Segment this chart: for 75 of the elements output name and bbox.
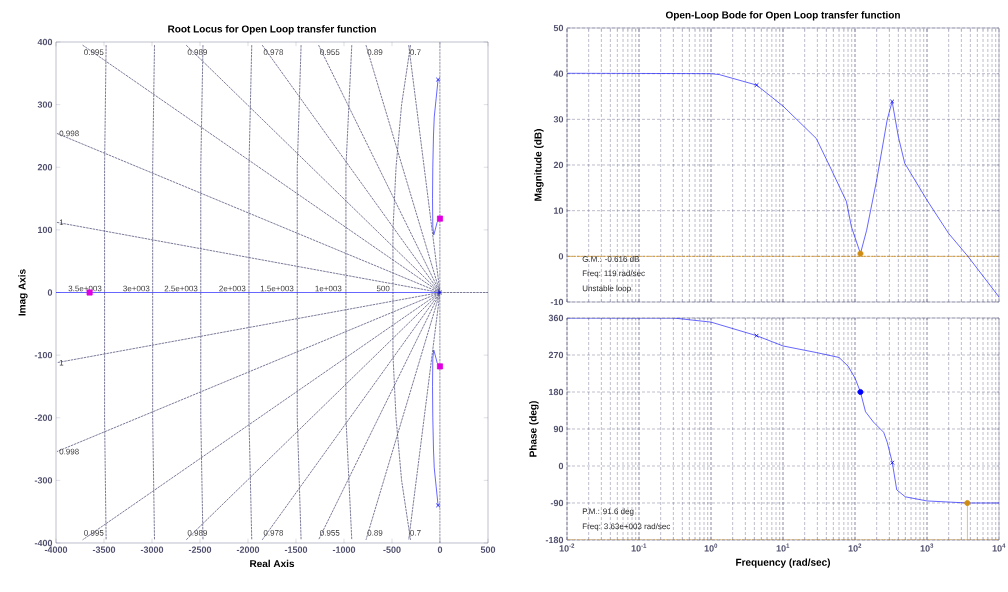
y-tick-label: 20 [553,161,564,169]
x-axis-title: Real Axis [250,559,295,568]
x-tick-label: -1500 [284,546,308,553]
annotation: 2e+003 [219,285,246,292]
x-tick-label: 500 [480,546,496,553]
y-tick-label: 10 [554,207,564,214]
y-tick-label: 400 [37,38,53,46]
annotation: 0.978 [263,530,284,536]
y-axis-title: Phase (deg) [529,401,539,457]
annotation: 0.998 [59,448,79,455]
y-tick-label: -180 [545,536,564,544]
annotation: Unstable loop [582,285,631,293]
annotation: 0.989 [187,530,208,536]
annotation: 0.998 [59,130,79,137]
x-tick-label: -500 [383,546,401,553]
y-tick-label: 0 [47,289,53,296]
y-tick-label: 270 [548,351,564,359]
annotation: 3e+003 [123,285,150,292]
y-tick-label: -100 [34,351,53,359]
y-tick-label: 100 [38,226,53,234]
annotation: Freq: 3.63e+003 rad/sec [582,523,671,531]
annotation: 0.89 [367,530,383,536]
x-tick-label: -1000 [332,546,356,553]
x-tick-label: -2000 [236,546,260,553]
x-tick-label: -3000 [140,546,164,553]
y-tick-label: -90 [550,499,564,507]
y-tick-label: 180 [549,388,564,396]
y-tick-label: -10 [550,298,564,306]
annotation: 0.995 [84,530,104,536]
annotation: 0.995 [84,49,104,55]
annotation: 0.989 [187,49,208,55]
y-tick-label: 300 [37,101,53,108]
annotation: 1 [59,219,64,226]
x-tick-label: 10$^{0}$ [704,543,718,552]
x-tick-label: 0 [437,546,443,553]
chart-title: Open-Loop Bode for Open Loop transfer function [665,11,900,21]
x-tick-label: 10$^{4}$ [992,543,1006,552]
annotation: 0.955 [320,530,340,536]
annotation: 1e+003 [315,285,342,292]
y-axis-title: Magnitude (dB) [534,129,544,201]
y-tick-label: 0 [558,253,564,260]
annotation: 0.89 [367,49,383,55]
annotation: 1.5e+003 [260,285,294,292]
y-tick-label: 30 [553,116,564,123]
annotation: 0.955 [320,49,340,55]
annotation: Freq: 119 rad/sec [582,270,645,278]
x-tick-label: 10$^{2}$ [848,543,862,552]
chart-title: Root Locus for Open Loop transfer function [168,25,376,35]
x-tick-label: 10$^{1}$ [776,543,790,552]
annotation: 3.5e+003 [68,285,102,292]
x-tick-label: -3500 [92,546,116,553]
y-tick-label: -400 [34,539,53,547]
annotation: G.M.: -0.616 dB [582,256,639,262]
annotation: 1 [59,359,64,366]
y-tick-label: 360 [548,314,564,322]
x-tick-label: -2500 [188,546,212,553]
x-tick-label: -4000 [44,546,68,553]
y-tick-label: -200 [34,414,53,421]
x-axis-title: Frequency (rad/sec) [736,558,831,568]
y-tick-label: 200 [37,164,53,171]
y-axis-title: Imag Axis [18,269,28,316]
annotation: 0.7 [410,49,421,55]
y-tick-label: 50 [553,24,564,32]
y-tick-label: 90 [553,425,564,433]
x-tick-label: 10$^{-1}$ [631,543,647,552]
y-tick-label: -300 [34,477,53,484]
annotation: 0.978 [263,49,284,55]
x-tick-label: 10$^{-2}$ [559,543,575,552]
y-tick-label: 40 [553,70,564,77]
annotation: P.M.: 91.6 deg [582,508,634,516]
annotation: 2.5e+003 [164,285,198,292]
annotation: 500 [376,285,390,292]
x-tick-label: 10$^{3}$ [920,543,934,552]
annotation: 0.7 [410,530,421,536]
y-tick-label: 0 [558,462,564,470]
